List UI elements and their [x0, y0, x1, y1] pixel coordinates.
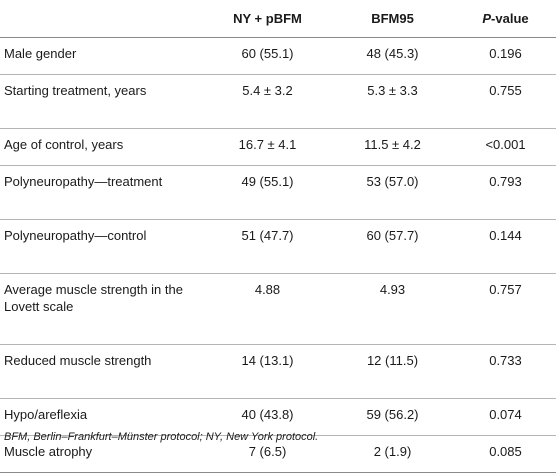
cell-p-value: 0.755	[455, 74, 556, 129]
row-label: Starting treatment, years	[0, 74, 205, 129]
cell-bfm95: 4.93	[330, 273, 455, 345]
row-label: Polyneuropathy—treatment	[0, 165, 205, 220]
cell-p-value: 0.144	[455, 219, 556, 274]
cell-bfm95: 5.3 ± 3.3	[330, 74, 455, 129]
row-label: Hypo/areflexia	[0, 398, 205, 436]
cell-ny-pbfm: 14 (13.1)	[205, 344, 330, 399]
cell-p-value: 0.793	[455, 165, 556, 220]
cell-p-value: 0.757	[455, 273, 556, 345]
table-row: Hypo/areflexia 40 (43.8) 59 (56.2) 0.074	[0, 398, 556, 436]
row-label: Reduced muscle strength	[0, 344, 205, 399]
cell-ny-pbfm: 51 (47.7)	[205, 219, 330, 274]
row-label: Average muscle strength in the Lovett sc…	[0, 273, 205, 345]
table-row: Starting treatment, years 5.4 ± 3.2 5.3 …	[0, 74, 556, 129]
header-empty	[0, 0, 205, 38]
cell-bfm95: 2 (1.9)	[330, 435, 455, 473]
table-footnote: BFM, Berlin–Frankfurt–Münster protocol; …	[4, 431, 319, 443]
cell-p-value: 0.733	[455, 344, 556, 399]
cell-bfm95: 11.5 ± 4.2	[330, 128, 455, 166]
header-p-value: P-value	[455, 0, 556, 38]
table-row: Age of control, years 16.7 ± 4.1 11.5 ± …	[0, 128, 556, 166]
table-row: Polyneuropathy—control 51 (47.7) 60 (57.…	[0, 219, 556, 274]
cell-bfm95: 53 (57.0)	[330, 165, 455, 220]
cell-bfm95: 48 (45.3)	[330, 37, 455, 75]
row-label: Male gender	[0, 37, 205, 75]
cell-ny-pbfm: 40 (43.8)	[205, 398, 330, 436]
cell-p-value: 0.074	[455, 398, 556, 436]
header-p-letter: P	[482, 11, 492, 26]
cell-p-value: 0.085	[455, 435, 556, 473]
row-label: Polyneuropathy—control	[0, 219, 205, 274]
cell-ny-pbfm: 60 (55.1)	[205, 37, 330, 75]
cell-bfm95: 59 (56.2)	[330, 398, 455, 436]
cell-p-value: <0.001	[455, 128, 556, 166]
table-row: Reduced muscle strength 14 (13.1) 12 (11…	[0, 344, 556, 399]
table-row: Average muscle strength in the Lovett sc…	[0, 273, 556, 345]
cell-ny-pbfm: 5.4 ± 3.2	[205, 74, 330, 129]
table-header-row: NY + pBFM BFM95 P-value	[0, 0, 556, 38]
header-ny-pbfm: NY + pBFM	[205, 0, 330, 38]
table-row: Male gender 60 (55.1) 48 (45.3) 0.196	[0, 37, 556, 75]
cell-ny-pbfm: 4.88	[205, 273, 330, 345]
cell-p-value: 0.196	[455, 37, 556, 75]
cell-bfm95: 12 (11.5)	[330, 344, 455, 399]
row-label: Age of control, years	[0, 128, 205, 166]
header-bfm95: BFM95	[330, 0, 455, 38]
table-row: Polyneuropathy—treatment 49 (55.1) 53 (5…	[0, 165, 556, 220]
header-p-suffix: -value	[491, 11, 529, 26]
cell-bfm95: 60 (57.7)	[330, 219, 455, 274]
cell-ny-pbfm: 16.7 ± 4.1	[205, 128, 330, 166]
cell-ny-pbfm: 49 (55.1)	[205, 165, 330, 220]
